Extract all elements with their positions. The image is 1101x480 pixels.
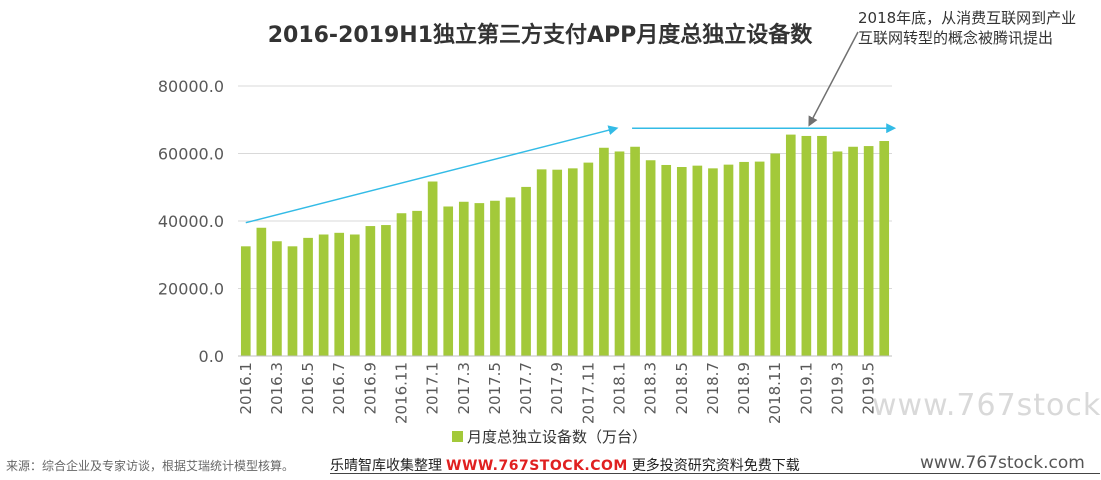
banner-right-text: 更多投资研究资料免费下载 bbox=[631, 458, 800, 474]
x-tick-label: 2016.9 bbox=[361, 362, 379, 415]
x-tick-label: 2016.11 bbox=[393, 362, 411, 424]
chart-title: 2016-2019H1独立第三方支付APP月度总独立设备数 bbox=[268, 22, 814, 48]
footer-divider bbox=[330, 473, 1100, 474]
x-tick-label: 2016.7 bbox=[330, 362, 348, 415]
x-tick-label: 2018.7 bbox=[704, 362, 722, 415]
y-axis: 0.0 20000.0 40000.0 60000.0 80000.0 bbox=[158, 77, 224, 366]
x-tick-label: 2019.5 bbox=[860, 362, 878, 415]
bar bbox=[412, 210, 422, 356]
bar bbox=[349, 234, 360, 356]
bar bbox=[708, 168, 718, 356]
banner-left-text: 乐晴智库收集整理 bbox=[330, 458, 442, 474]
bar bbox=[676, 167, 687, 356]
x-tick-label: 2017.7 bbox=[517, 362, 535, 415]
bar bbox=[272, 241, 282, 356]
legend-swatch bbox=[452, 431, 463, 442]
x-tick-label: 2017.1 bbox=[424, 362, 442, 415]
x-tick-label: 2018.3 bbox=[642, 362, 660, 415]
y-tick-label: 20000.0 bbox=[158, 280, 224, 299]
bar bbox=[505, 197, 516, 356]
bar bbox=[381, 225, 391, 356]
bar bbox=[334, 232, 345, 356]
x-tick-label: 2016.1 bbox=[237, 362, 255, 415]
annotation-note: 2018年底，从消费互联网到产业互联网转型的概念被腾讯提出 bbox=[858, 9, 1077, 47]
bar bbox=[661, 164, 672, 356]
bar bbox=[723, 164, 734, 356]
bar bbox=[490, 200, 500, 356]
legend-label: 月度总独立设备数（万台） bbox=[467, 428, 647, 446]
trend-arrow-growth bbox=[245, 125, 619, 224]
bar bbox=[318, 234, 329, 356]
banner-site-link[interactable]: WWW.767STOCK.COM bbox=[446, 458, 628, 474]
bar bbox=[458, 201, 469, 356]
trend-arrows bbox=[245, 31, 897, 224]
y-tick-label: 40000.0 bbox=[158, 212, 224, 231]
bar bbox=[567, 168, 578, 356]
bar bbox=[256, 227, 267, 356]
bar bbox=[536, 169, 547, 356]
source-note: 来源：综合企业及专家访谈，根据艾瑞统计模型核算。 bbox=[6, 459, 295, 473]
x-tick-label: 2018.9 bbox=[735, 362, 753, 415]
bar bbox=[583, 162, 594, 356]
y-tick-label: 80000.0 bbox=[158, 77, 224, 96]
bar bbox=[240, 246, 251, 356]
bar bbox=[770, 153, 781, 356]
y-tick-label: 0.0 bbox=[199, 347, 224, 366]
x-tick-label: 2016.3 bbox=[268, 362, 286, 415]
x-tick-label: 2017.3 bbox=[455, 362, 473, 415]
bar bbox=[832, 151, 843, 356]
annotation-arrow bbox=[808, 31, 859, 127]
x-tick-label: 2017.11 bbox=[579, 362, 597, 424]
footer: 来源：综合企业及专家访谈，根据艾瑞统计模型核算。 乐晴智库收集整理 WWW.767… bbox=[0, 450, 1101, 480]
bar bbox=[427, 181, 438, 356]
bar bbox=[879, 141, 890, 356]
bar bbox=[801, 135, 812, 356]
bar bbox=[443, 206, 454, 356]
bar bbox=[863, 146, 874, 356]
x-tick-label: 2018.5 bbox=[673, 362, 691, 415]
watermark-text: www.767stock.co bbox=[872, 388, 1101, 423]
bar bbox=[817, 135, 827, 356]
promo-banner: 乐晴智库收集整理 WWW.767STOCK.COM 更多投资研究资料免费下载 bbox=[330, 455, 800, 475]
bar bbox=[785, 134, 796, 356]
bar bbox=[396, 213, 407, 356]
x-tick-label: 2018.1 bbox=[611, 362, 629, 415]
bar bbox=[599, 147, 609, 356]
bar bbox=[645, 160, 656, 356]
bar bbox=[614, 151, 625, 356]
x-tick-label: 2019.1 bbox=[797, 362, 815, 415]
bar-chart: 2016-2019H1独立第三方支付APP月度总独立设备数 0.0 20000.0… bbox=[158, 22, 897, 446]
footer-site-link[interactable]: www.767stock.com bbox=[920, 453, 1085, 473]
x-tick-label: 2017.9 bbox=[548, 362, 566, 415]
bar bbox=[739, 161, 749, 356]
bar bbox=[754, 161, 765, 356]
x-tick-label: 2017.5 bbox=[486, 362, 504, 415]
x-axis: 2016.1 2016.3 2016.5 2016.7 2016.9 2016.11 201… bbox=[237, 355, 892, 424]
bars bbox=[240, 134, 890, 356]
bar bbox=[692, 165, 703, 356]
bar bbox=[848, 146, 858, 356]
bar bbox=[303, 237, 313, 356]
x-tick-label: 2016.5 bbox=[299, 362, 317, 415]
x-tick-label: 2018.11 bbox=[766, 362, 784, 424]
bar bbox=[521, 186, 531, 356]
bar bbox=[365, 226, 376, 356]
legend: 月度总独立设备数（万台） bbox=[452, 428, 647, 446]
y-tick-label: 60000.0 bbox=[158, 145, 224, 164]
bar bbox=[630, 146, 640, 356]
bar bbox=[474, 203, 485, 356]
x-tick-label: 2019.3 bbox=[829, 362, 847, 415]
bar bbox=[552, 169, 563, 356]
bar bbox=[287, 246, 298, 356]
